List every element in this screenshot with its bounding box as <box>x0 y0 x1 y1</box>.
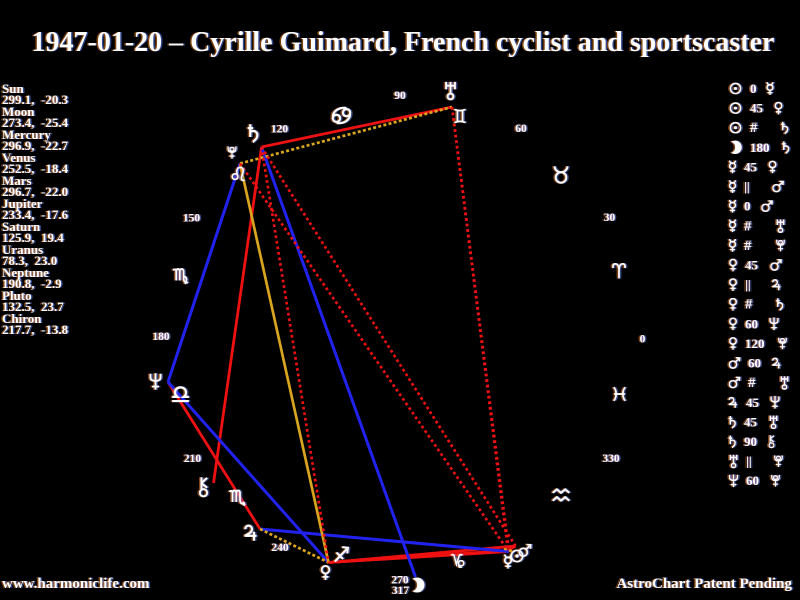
svg-text:0: 0 <box>640 334 646 346</box>
svg-text:90: 90 <box>744 434 757 449</box>
svg-text:0: 0 <box>750 81 757 96</box>
svg-text:60: 60 <box>515 123 527 135</box>
svg-text:150: 150 <box>183 213 201 225</box>
svg-text:45: 45 <box>746 395 760 410</box>
svg-text:||: || <box>745 277 751 292</box>
svg-text:0: 0 <box>744 199 751 214</box>
svg-text:#: # <box>744 238 752 254</box>
svg-text:120: 120 <box>745 336 765 351</box>
svg-text:30: 30 <box>604 212 616 224</box>
svg-text:270: 270 <box>391 575 409 587</box>
svg-text:60: 60 <box>746 473 759 488</box>
svg-text:||: || <box>746 454 752 469</box>
svg-text:||: || <box>744 179 750 194</box>
svg-text:#: # <box>750 120 758 136</box>
svg-text:317: 317 <box>392 585 410 597</box>
svg-text:180: 180 <box>750 140 770 155</box>
svg-text:#: # <box>744 218 752 234</box>
svg-text:45: 45 <box>745 258 759 273</box>
svg-text:330: 330 <box>602 453 620 465</box>
svg-text:#: # <box>748 375 756 391</box>
svg-text:#: # <box>745 297 753 313</box>
svg-text:45: 45 <box>744 414 758 429</box>
svg-text:60: 60 <box>748 356 761 371</box>
svg-text:60: 60 <box>745 316 758 331</box>
svg-text:180: 180 <box>152 331 170 343</box>
svg-text:120: 120 <box>271 124 289 136</box>
svg-text:45: 45 <box>750 101 764 116</box>
svg-text:90: 90 <box>394 90 406 102</box>
svg-text:45: 45 <box>744 159 758 174</box>
svg-text:210: 210 <box>184 453 202 465</box>
svg-text:240: 240 <box>271 542 289 554</box>
